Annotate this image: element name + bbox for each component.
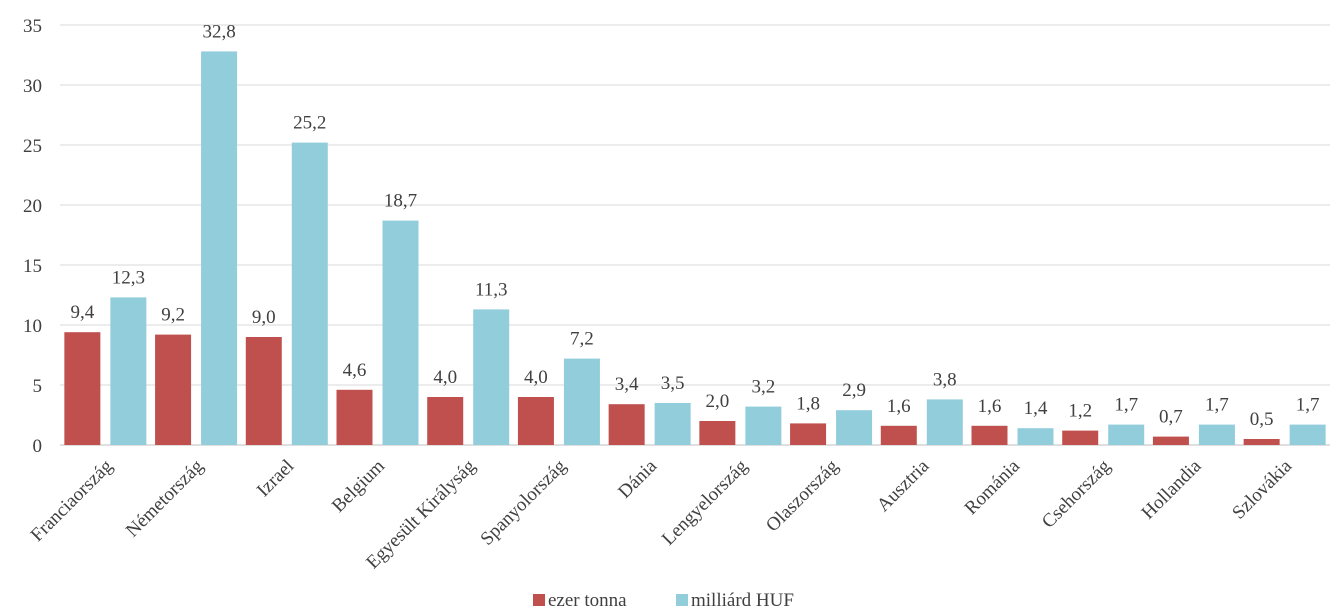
x-axis-label: Románia <box>961 455 1025 519</box>
bar-ezer-tonna <box>336 389 373 445</box>
bar-milliard-huf <box>473 309 510 445</box>
bar-ezer-tonna <box>427 397 464 445</box>
data-label: 3,2 <box>751 377 775 398</box>
bar-ezer-tonna <box>1243 439 1280 445</box>
data-label: 0,7 <box>1159 407 1183 428</box>
data-label: 4,0 <box>433 367 457 388</box>
data-label: 7,2 <box>570 329 594 350</box>
bar-milliard-huf <box>745 406 782 445</box>
data-label: 32,8 <box>202 21 235 42</box>
bar-milliard-huf <box>1108 424 1145 445</box>
bar-milliard-huf <box>1289 424 1326 445</box>
data-label: 1,7 <box>1296 395 1320 416</box>
bar-ezer-tonna <box>971 425 1008 445</box>
data-label: 1,8 <box>796 393 820 414</box>
bar-milliard-huf <box>382 220 419 445</box>
y-tick-label: 5 <box>33 376 43 397</box>
bar-ezer-tonna <box>1062 430 1099 445</box>
data-label: 1,7 <box>1114 395 1138 416</box>
bar-ezer-tonna <box>155 334 192 445</box>
bar-milliard-huf <box>291 142 328 445</box>
bar-milliard-huf <box>1017 428 1054 445</box>
x-axis-label: Németország <box>122 455 208 541</box>
data-label: 1,2 <box>1068 401 1092 422</box>
data-label: 4,6 <box>343 360 367 381</box>
bar-ezer-tonna <box>64 332 101 445</box>
bar-ezer-tonna <box>245 337 282 445</box>
legend-label-series-2: milliárd HUF <box>691 590 794 610</box>
x-axis-label: Dánia <box>614 455 661 502</box>
data-label: 18,7 <box>384 191 417 212</box>
data-label: 11,3 <box>475 279 508 300</box>
data-label: 3,8 <box>933 369 957 390</box>
legend-label-series-1: ezer tonna <box>548 590 627 610</box>
x-axis-label: Szlovákia <box>1228 455 1296 523</box>
x-axis-label: Olaszország <box>762 455 843 536</box>
bar-milliard-huf <box>110 297 147 445</box>
bar-ezer-tonna <box>880 425 917 445</box>
data-label: 9,2 <box>161 305 185 326</box>
data-label: 1,7 <box>1205 395 1229 416</box>
data-label: 1,6 <box>887 396 911 417</box>
x-axis-label: Csehország <box>1038 455 1115 532</box>
data-label: 3,5 <box>661 373 685 394</box>
y-tick-label: 30 <box>23 76 42 97</box>
bar-ezer-tonna <box>608 404 645 445</box>
data-label: 9,4 <box>70 302 94 323</box>
bar-ezer-tonna <box>699 421 736 445</box>
y-tick-label: 35 <box>23 16 42 37</box>
bars <box>64 51 1326 446</box>
x-axis-label: Hollandia <box>1138 455 1206 523</box>
x-axis-labels: Franciaország Németország Izrael BelgiumEgy… <box>27 455 1297 573</box>
data-label: 0,5 <box>1250 409 1274 430</box>
y-axis-ticks: 0 5 10 15 20 25 30 35 <box>23 16 42 457</box>
bar-ezer-tonna <box>517 397 554 445</box>
x-axis-label: Ausztria <box>873 455 934 516</box>
x-axis-label: Spanyolország <box>477 455 571 549</box>
x-axis-label: Belgium <box>328 456 389 517</box>
y-tick-label: 0 <box>33 436 43 457</box>
data-label: 3,4 <box>615 374 639 395</box>
y-tick-label: 15 <box>23 256 42 277</box>
data-label: 1,6 <box>978 396 1002 417</box>
bar-milliard-huf <box>1198 424 1235 445</box>
data-label: 9,0 <box>252 307 276 328</box>
bar-ezer-tonna <box>1152 436 1189 445</box>
data-label: 2,0 <box>705 391 729 412</box>
data-label: 25,2 <box>293 113 326 134</box>
data-label: 12,3 <box>112 267 145 288</box>
bar-milliard-huf <box>563 358 600 445</box>
x-axis-label: Izrael <box>253 456 298 501</box>
data-labels: 9,4 12,3 9,2 32,8 9,0 25,2 4,6 18,7 4,0 11,3 4,0 7,… <box>70 21 1319 430</box>
legend-swatch-series-1 <box>533 594 545 606</box>
data-label: 1,4 <box>1024 398 1048 419</box>
y-tick-label: 10 <box>23 316 42 337</box>
bar-milliard-huf <box>926 399 963 445</box>
data-label: 2,9 <box>842 380 866 401</box>
x-axis-label: Franciaország <box>27 455 118 546</box>
legend: ezer tonna milliárd HUF <box>533 590 794 610</box>
y-tick-label: 25 <box>23 136 42 157</box>
bar-milliard-huf <box>654 403 691 445</box>
bar-milliard-huf <box>201 51 238 446</box>
x-axis-label: Lengyelország <box>658 455 752 549</box>
bar-ezer-tonna <box>790 423 827 445</box>
y-tick-label: 20 <box>23 196 42 217</box>
legend-swatch-series-2 <box>676 594 688 606</box>
bar-milliard-huf <box>836 410 873 445</box>
data-label: 4,0 <box>524 367 548 388</box>
